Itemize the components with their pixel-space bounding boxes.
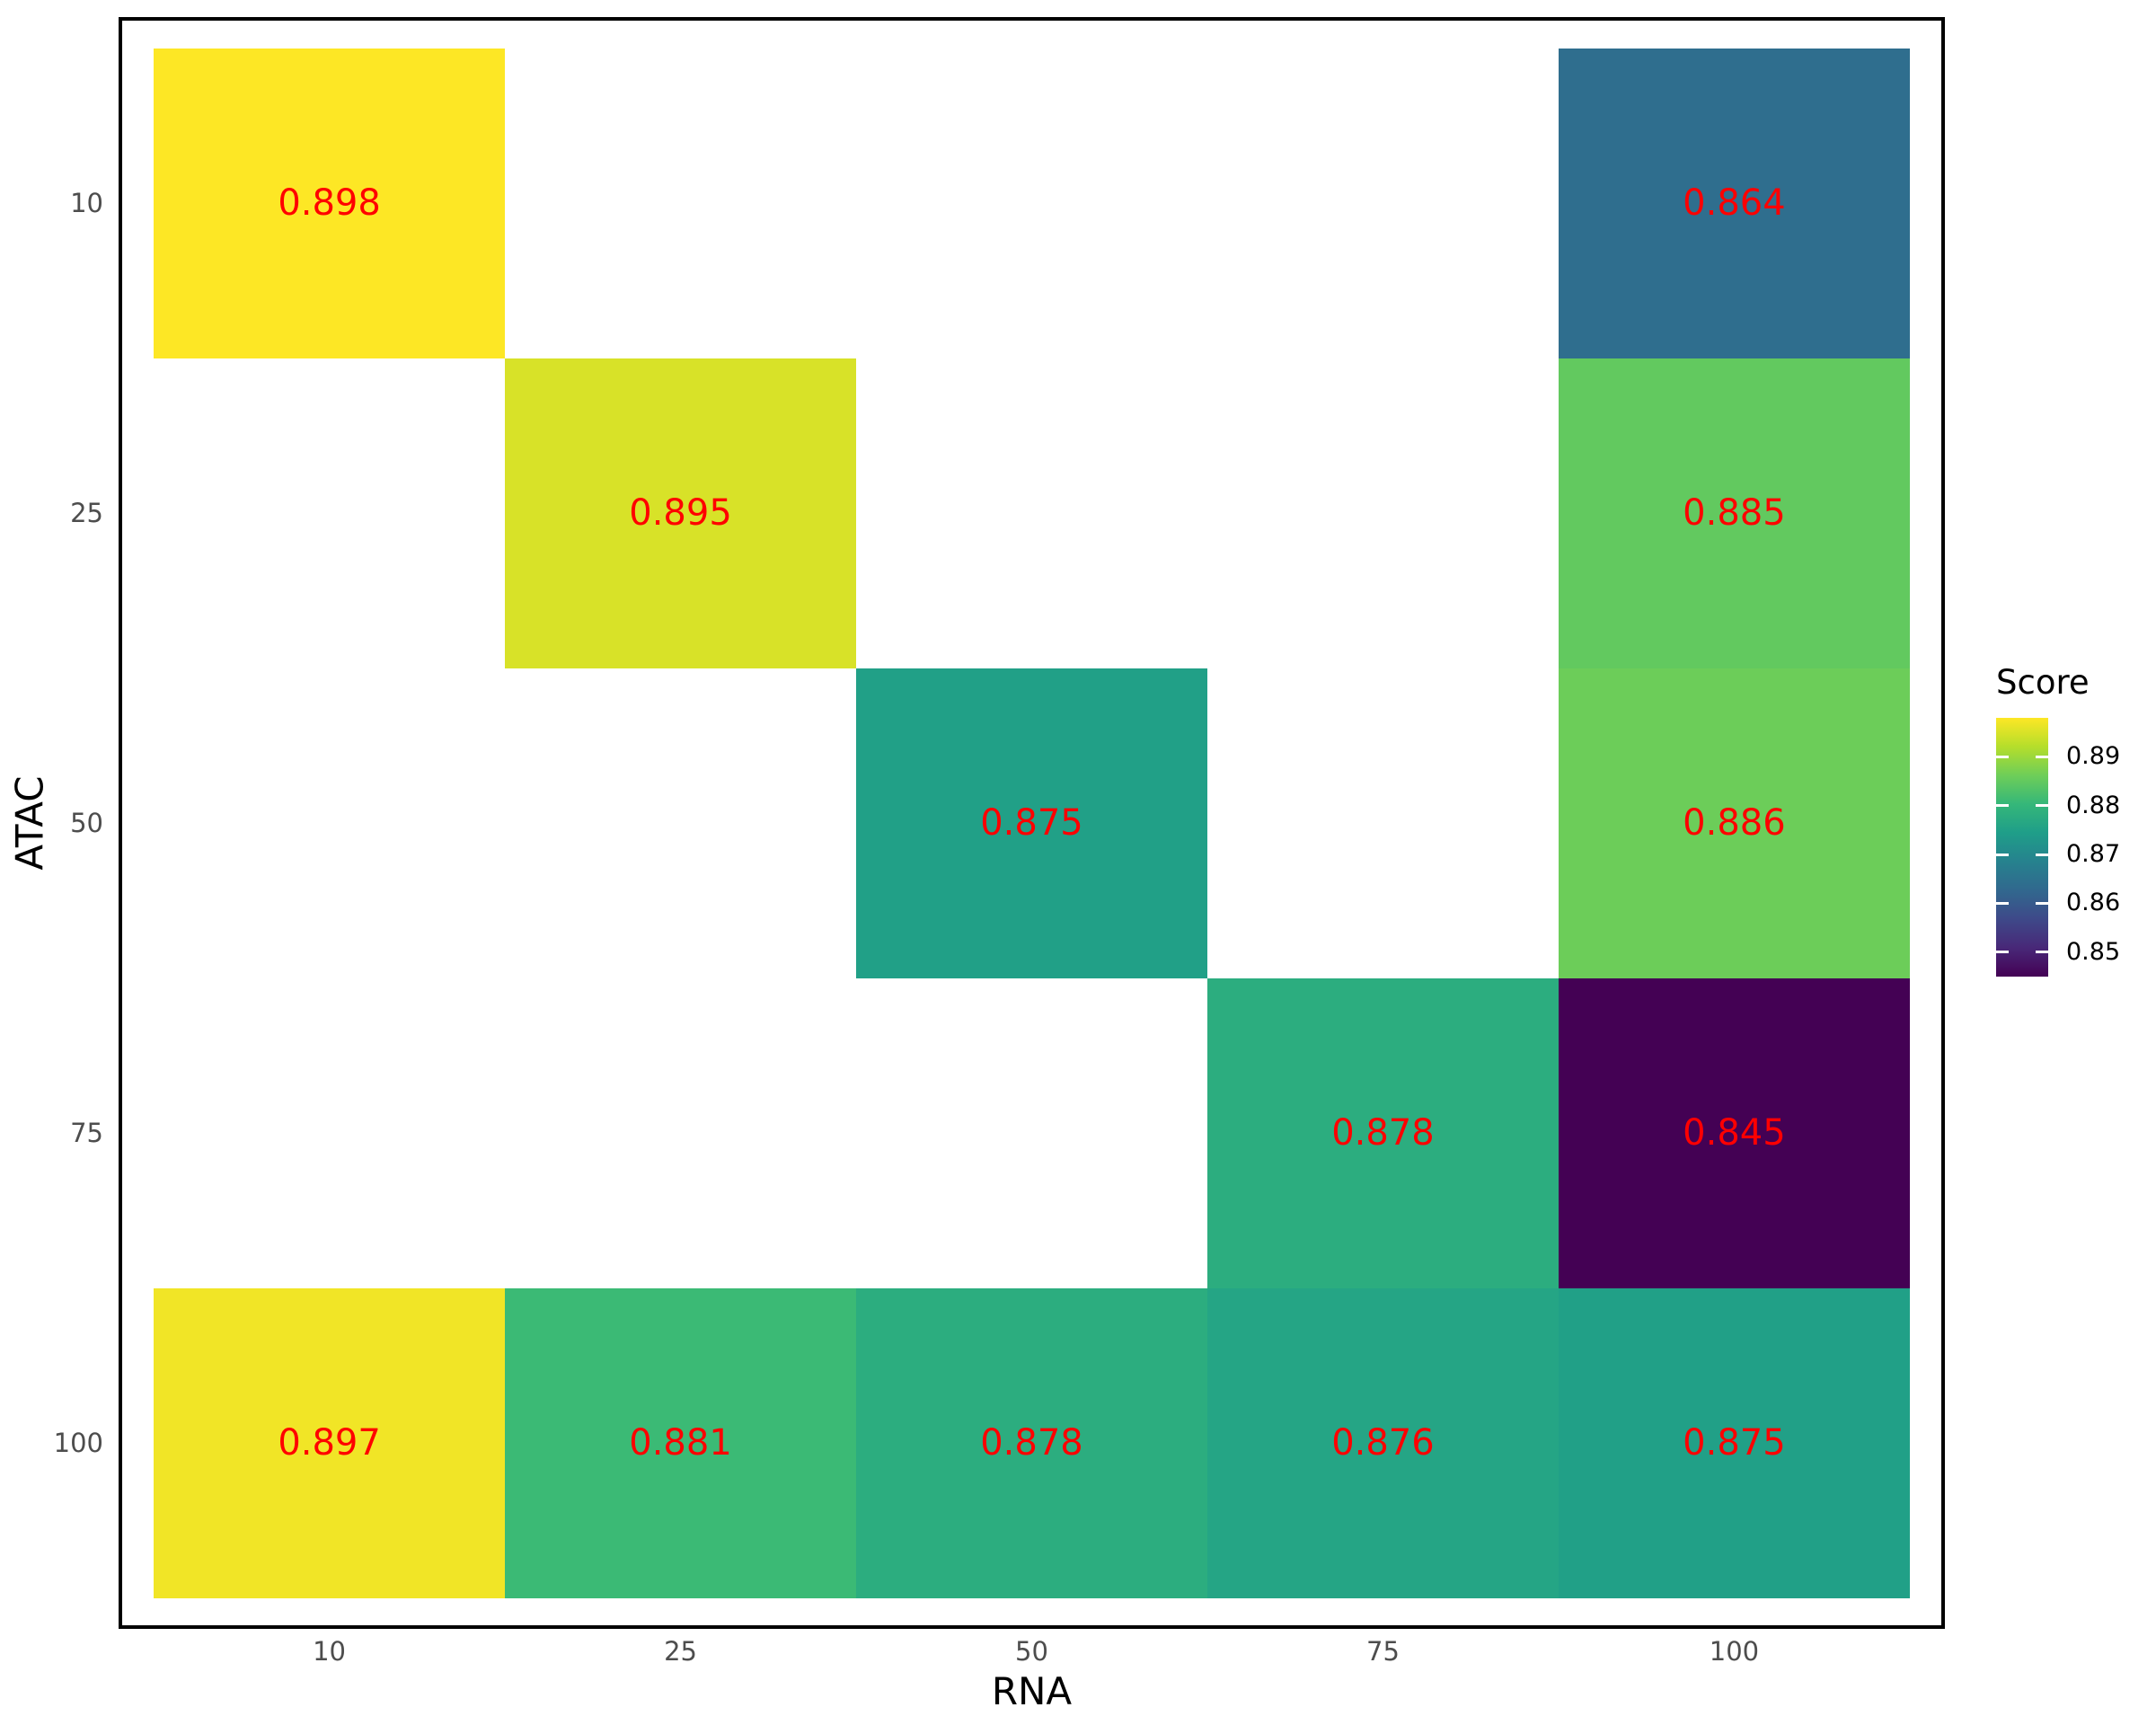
cell-value-label: 0.886 xyxy=(1683,802,1786,844)
legend-tick-mark xyxy=(1996,901,2009,905)
x-axis-title: RNA xyxy=(991,1669,1073,1713)
heatmap-cell: 0.881 xyxy=(505,1287,856,1598)
y-axis-title: ATAC xyxy=(7,775,52,871)
heatmap-cell: 0.845 xyxy=(1558,978,1910,1288)
y-tick-label: 75 xyxy=(70,1118,103,1148)
cell-value-label: 0.875 xyxy=(1683,1422,1786,1464)
legend-colorbar xyxy=(1996,718,2048,977)
legend-tick-mark xyxy=(1996,951,2009,954)
x-tick-label: 75 xyxy=(1366,1636,1400,1667)
cell-value-label: 0.876 xyxy=(1331,1422,1435,1464)
legend-tick-mark xyxy=(1996,755,2009,758)
legend-tick-mark xyxy=(1996,804,2009,808)
heatmap-cell: 0.878 xyxy=(1206,978,1559,1288)
y-tick-label: 25 xyxy=(70,498,103,528)
x-tick-label: 25 xyxy=(664,1636,697,1667)
legend-tick-mark xyxy=(2036,755,2048,758)
heatmap-cell: 0.878 xyxy=(856,1287,1207,1598)
heatmap-cell: 0.898 xyxy=(154,48,506,358)
y-tick-label: 50 xyxy=(70,808,103,838)
cell-value-label: 0.878 xyxy=(1331,1112,1435,1154)
cell-value-label: 0.881 xyxy=(629,1422,732,1464)
cell-value-label: 0.845 xyxy=(1683,1112,1786,1154)
legend-tick-mark xyxy=(2036,853,2048,856)
heatmap-cell: 0.895 xyxy=(505,358,856,668)
legend-tick-mark xyxy=(1996,853,2009,856)
legend-tick-mark xyxy=(2036,804,2048,808)
legend-tick-label: 0.85 xyxy=(2066,937,2121,966)
heatmap-cell: 0.875 xyxy=(1558,1287,1910,1598)
x-tick-label: 50 xyxy=(1015,1636,1048,1667)
heatmap-cell: 0.885 xyxy=(1558,358,1910,668)
legend-tick-mark xyxy=(2036,951,2048,954)
cell-value-label: 0.885 xyxy=(1683,492,1786,534)
legend: Score 0.89 0.88 0.87 0.86 0.85 xyxy=(1980,656,2156,997)
cell-value-label: 0.864 xyxy=(1683,182,1786,224)
x-tick-label: 10 xyxy=(313,1636,347,1667)
x-tick-label: 100 xyxy=(1709,1636,1760,1667)
cell-value-label: 0.878 xyxy=(980,1422,1083,1464)
cell-value-label: 0.898 xyxy=(278,182,381,224)
cell-value-label: 0.875 xyxy=(980,802,1083,844)
legend-tick-label: 0.89 xyxy=(2066,742,2121,771)
heatmap-cell: 0.876 xyxy=(1206,1287,1559,1598)
y-tick-label: 10 xyxy=(70,188,103,218)
cell-value-label: 0.897 xyxy=(278,1422,381,1464)
heatmap-cell: 0.886 xyxy=(1558,668,1910,978)
legend-tick-mark xyxy=(2036,901,2048,905)
legend-tick-label: 0.88 xyxy=(2066,791,2121,819)
y-tick-label: 100 xyxy=(53,1428,103,1458)
heatmap-cell: 0.897 xyxy=(154,1287,506,1598)
cell-value-label: 0.895 xyxy=(629,492,732,534)
legend-title: Score xyxy=(1996,663,2090,702)
legend-tick-label: 0.86 xyxy=(2066,889,2121,917)
legend-tick-label: 0.87 xyxy=(2066,840,2121,869)
heatmap-cell: 0.875 xyxy=(856,668,1207,978)
heatmap-cell: 0.864 xyxy=(1558,48,1910,358)
